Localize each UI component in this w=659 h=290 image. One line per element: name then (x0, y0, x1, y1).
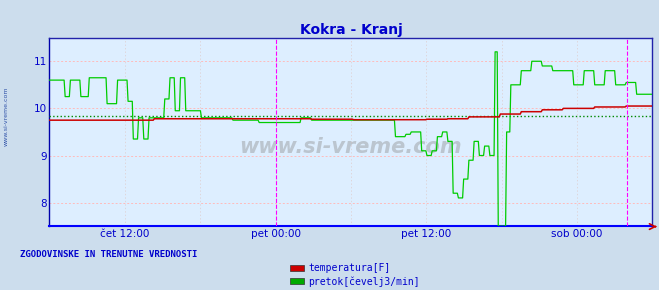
Text: www.si-vreme.com: www.si-vreme.com (3, 86, 9, 146)
Text: ZGODOVINSKE IN TRENUTNE VREDNOSTI: ZGODOVINSKE IN TRENUTNE VREDNOSTI (20, 250, 197, 259)
Text: www.si-vreme.com: www.si-vreme.com (240, 137, 462, 157)
Text: temperatura[F]: temperatura[F] (308, 263, 391, 273)
Title: Kokra - Kranj: Kokra - Kranj (300, 23, 402, 37)
Text: pretok[čevelj3/min]: pretok[čevelj3/min] (308, 276, 420, 287)
